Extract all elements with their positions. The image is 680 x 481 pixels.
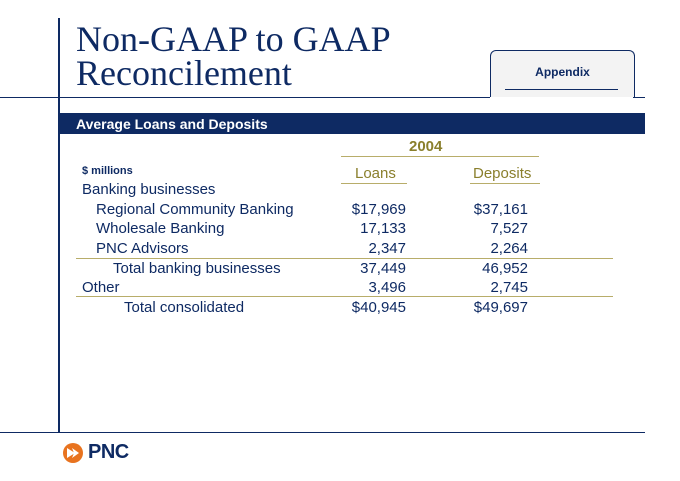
total-separator xyxy=(76,296,613,297)
deposits-value: $49,697 xyxy=(473,299,528,316)
row-label: Total banking businesses xyxy=(113,260,281,277)
pnc-logo-text: PNC xyxy=(88,441,129,463)
title-underline-rule xyxy=(0,97,490,98)
row-label: Regional Community Banking xyxy=(96,201,294,218)
page-title-line-1: Non-GAAP to GAAP xyxy=(76,19,391,59)
year-header-rule xyxy=(341,156,539,157)
appendix-tab-label: Appendix xyxy=(535,65,590,79)
loans-value: 17,133 xyxy=(360,220,406,237)
deposits-value: 7,527 xyxy=(490,220,528,237)
section-banner: Average Loans and Deposits xyxy=(60,113,645,134)
row-label: Wholesale Banking xyxy=(96,220,225,237)
deposits-value: 46,952 xyxy=(482,260,528,277)
deposits-value: $37,161 xyxy=(473,201,528,218)
deposits-value: 2,264 xyxy=(490,240,528,257)
column-header-deposits-rule xyxy=(470,183,540,184)
pnc-logo-icon xyxy=(63,443,83,463)
row-label: Total consolidated xyxy=(124,299,245,316)
row-label: PNC Advisors xyxy=(96,240,189,257)
footer-rule xyxy=(0,432,645,433)
row-label: Banking businesses xyxy=(82,181,216,198)
page-title: Non-GAAP to GAAP Reconcilement xyxy=(76,19,391,93)
column-header-deposits: Deposits xyxy=(473,165,532,182)
loans-value: $40,945 xyxy=(351,299,406,316)
table-year-header: 2004 xyxy=(409,138,443,155)
page-title-line-2: Reconcilement xyxy=(76,53,292,93)
loans-value: $17,969 xyxy=(351,201,406,218)
column-header-loans: Loans xyxy=(355,165,396,182)
loans-value: 37,449 xyxy=(360,260,406,277)
loans-value: 3,496 xyxy=(368,279,406,296)
row-label: Other xyxy=(82,279,120,296)
tab-baseline-rule xyxy=(633,97,645,98)
loans-value: 2,347 xyxy=(368,240,406,257)
column-header-loans-rule xyxy=(341,183,407,184)
deposits-value: 2,745 xyxy=(490,279,528,296)
appendix-tab-underline xyxy=(505,89,618,90)
table-units-label: $ millions xyxy=(82,165,133,177)
section-banner-label: Average Loans and Deposits xyxy=(76,116,268,132)
left-vertical-rule xyxy=(58,18,60,432)
subtotal-separator xyxy=(76,258,613,259)
